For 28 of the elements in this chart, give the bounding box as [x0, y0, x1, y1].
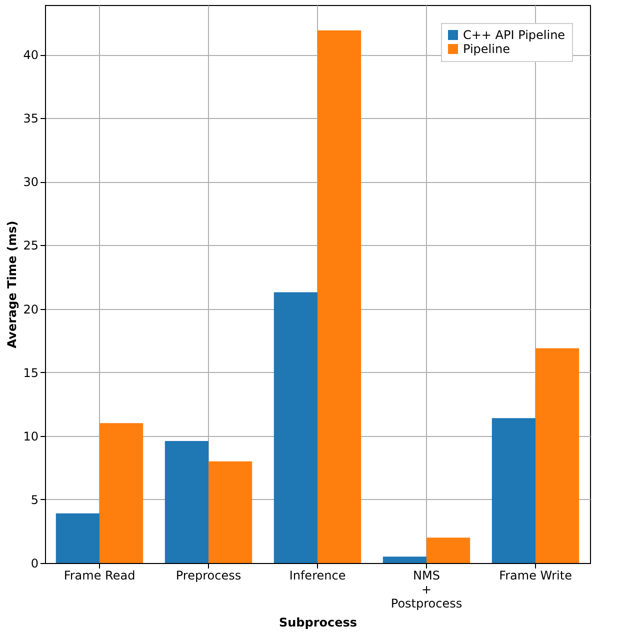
y-axis-title: Average Time (ms) [5, 220, 20, 348]
bar [208, 461, 252, 563]
bar [536, 348, 580, 563]
y-tick-label: 35 [23, 112, 38, 126]
bar [100, 423, 144, 563]
y-tick-label: 15 [23, 366, 38, 380]
bar [492, 418, 536, 563]
y-tick-label: 5 [30, 492, 38, 507]
x-tick-label: Frame Read [64, 568, 136, 582]
x-tick-label: Preprocess [176, 568, 242, 582]
x-tick-label: Inference [289, 568, 346, 582]
y-tick-label: 10 [23, 429, 38, 444]
bar [274, 292, 318, 563]
legend-label: Pipeline [463, 42, 510, 56]
y-tick-label: 20 [23, 302, 38, 316]
y-tick-label: 40 [23, 48, 38, 62]
y-tick-label: 25 [23, 238, 38, 253]
bar [56, 513, 100, 563]
bar [382, 556, 426, 563]
legend-label: C++ API Pipeline [463, 28, 566, 42]
y-tick-label: 0 [30, 556, 38, 570]
y-tick-label: 30 [23, 175, 38, 190]
x-tick-label: NMS + Postprocess [390, 568, 462, 610]
bar [164, 440, 208, 563]
bar [426, 538, 470, 563]
x-axis-title: Subprocess [278, 616, 358, 630]
x-tick-label: Frame Write [499, 568, 572, 582]
bar [318, 30, 362, 563]
